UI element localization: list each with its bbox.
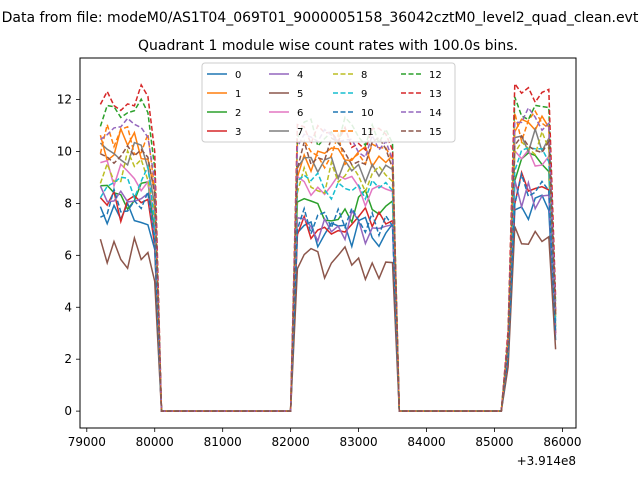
y-tick-label: 12 [57, 93, 72, 107]
legend-label: 4 [297, 70, 303, 81]
x-tick-label: 82000 [272, 435, 310, 449]
legend-label: 3 [235, 127, 241, 138]
legend-label: 0 [235, 70, 241, 81]
y-tick-label: 6 [64, 248, 72, 262]
plot-lines [99, 81, 557, 412]
x-tick-label: 80000 [136, 435, 174, 449]
legend-label: 6 [297, 108, 303, 119]
y-tick-label: 0 [64, 404, 72, 418]
x-tick-label: 79000 [68, 435, 106, 449]
y-tick-label: 4 [64, 300, 72, 314]
legend-label: 1 [235, 89, 241, 100]
chart-suptitle: Data from file: modeM0/AS1T04_069T01_900… [2, 10, 639, 26]
legend-label: 11 [361, 127, 374, 138]
legend-label: 14 [429, 108, 442, 119]
legend-label: 15 [429, 127, 442, 138]
legend-label: 8 [361, 70, 367, 81]
legend-label: 9 [361, 89, 367, 100]
x-tick-label: 86000 [543, 435, 581, 449]
legend-label: 5 [297, 89, 303, 100]
chart-title: Quadrant 1 module wise count rates with … [138, 38, 518, 54]
y-axis: 0 2 4 6 8 10 12 [57, 93, 80, 418]
series-line-9 [99, 147, 557, 412]
plot-frame [79, 57, 577, 429]
legend-label: 7 [297, 127, 303, 138]
x-offset-label: +3.914e8 [517, 454, 576, 468]
legend-label: 12 [429, 70, 442, 81]
series-line-15 [100, 134, 557, 412]
legend-box [201, 62, 456, 143]
x-tick-label: 85000 [475, 435, 513, 449]
x-axis: 79000 80000 81000 82000 83000 84000 85000 86000 [68, 428, 582, 449]
legend-label: 2 [235, 108, 241, 119]
x-tick-label: 83000 [339, 435, 377, 449]
legend-label: 13 [429, 89, 442, 100]
y-tick-label: 2 [64, 352, 72, 366]
legend-label: 10 [361, 108, 374, 119]
y-tick-label: 10 [57, 144, 72, 158]
y-tick-label: 8 [64, 196, 72, 210]
x-tick-label: 81000 [204, 435, 242, 449]
x-tick-label: 84000 [407, 435, 445, 449]
